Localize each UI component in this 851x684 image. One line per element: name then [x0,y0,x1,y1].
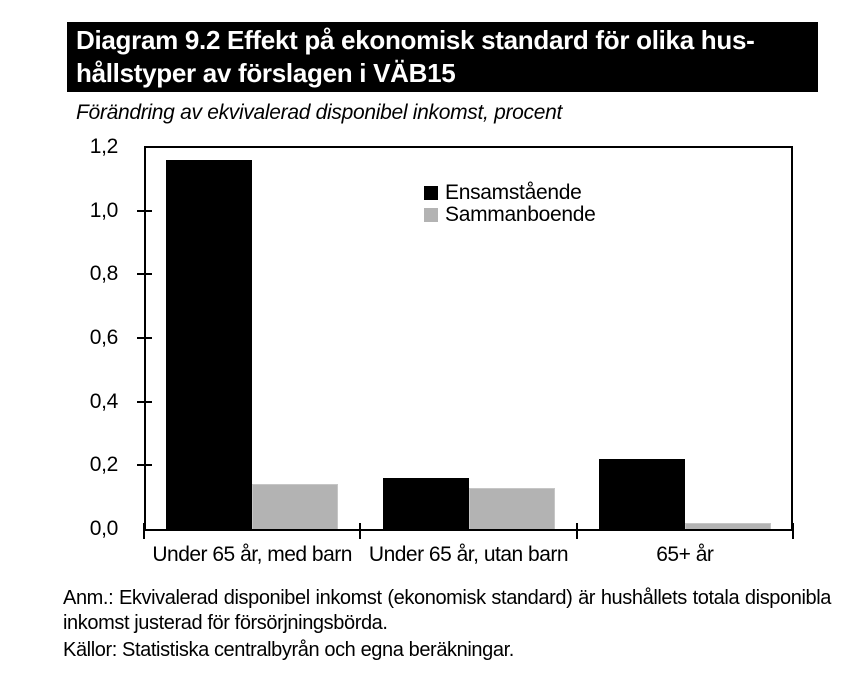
bar-ensamstaende-2 [382,478,469,529]
bar-sammanboende-1 [252,484,339,529]
y-axis-tick [137,400,152,403]
chart-legend: Ensamstående Sammanboende [424,181,596,226]
figure-title-bar: Diagram 9.2 Effekt på ekonomisk standard… [67,22,818,92]
y-tick-label: 0,8 [89,262,119,286]
x-axis-tick [792,523,794,539]
x-axis-tick [359,523,362,539]
bar-ensamstaende-1 [166,159,253,529]
legend-swatch [424,208,438,222]
category-label: 65+ år [656,543,714,566]
bar-sammanboende-2 [468,487,555,529]
category-label: Under 65 år, med barn [152,543,352,566]
y-axis-tick [137,273,152,276]
figure-subtitle: Förändring av ekvivalerad disponibel ink… [76,101,563,124]
chart-area: Ensamstående Sammanboende 0,0 0,2 0,4 0,6 0,8… [89,135,794,566]
legend-swatch [424,186,438,200]
legend-item: Sammanboende [424,203,596,226]
footnote-kallor: Källor: Statistiska centralbyrån och egn… [63,639,514,661]
bar-ensamstaende-3 [598,458,685,529]
y-tick-label: 0,6 [89,326,119,349]
y-tick-label: 0,0 [89,517,119,540]
plot-box [144,146,793,531]
bar-sammanboende-3 [684,522,771,529]
y-tick-label: 0,4 [89,389,119,413]
y-tick-label: 0,2 [89,453,119,477]
legend-label: Sammanboende [445,203,596,226]
x-axis-tick [143,523,145,539]
legend-item: Ensamstående [424,181,596,204]
footnotes: Anm.: Ekvivalerad disponibel inkomst (ek… [63,586,831,663]
figure-title-line-2: hållstyper av förslagen i VÄB15 [76,58,456,88]
y-tick-label: 1,0 [89,198,119,222]
y-tick-label: 1,2 [89,135,119,158]
legend-label: Ensamstående [445,181,582,204]
y-axis-tick [137,209,152,212]
footnote-anm: Anm.: Ekvivalerad disponibel inkomst (ek… [63,587,831,634]
x-axis-tick [575,523,578,539]
y-axis-tick [137,337,152,339]
y-axis-tick [137,464,152,467]
figure-title-line-1: Diagram 9.2 Effekt på ekonomisk standard… [76,25,755,55]
category-label: Under 65 år, utan barn [368,543,569,566]
